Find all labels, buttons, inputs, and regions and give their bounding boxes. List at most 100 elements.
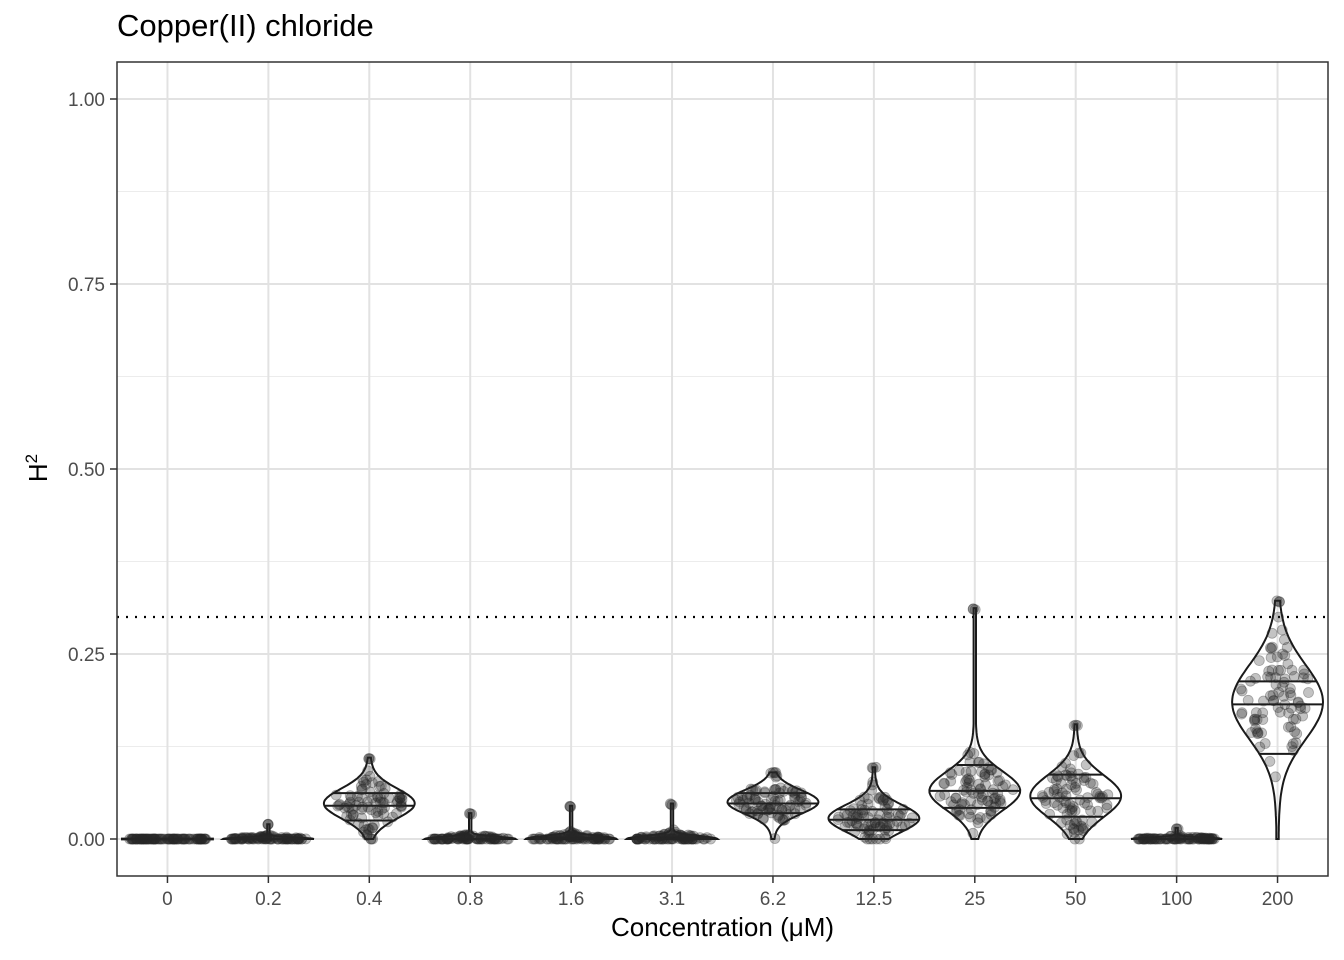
data-point xyxy=(559,833,570,845)
data-point xyxy=(1077,823,1089,835)
data-point xyxy=(1164,830,1176,842)
data-point xyxy=(467,830,479,842)
data-point xyxy=(260,833,272,845)
data-point xyxy=(252,832,264,844)
data-point xyxy=(366,822,378,834)
data-point xyxy=(256,832,268,843)
data-point xyxy=(938,777,950,789)
data-point xyxy=(1146,833,1157,845)
data-point xyxy=(875,791,887,803)
data-point xyxy=(774,794,786,806)
data-point xyxy=(734,796,745,808)
data-point xyxy=(677,833,689,845)
data-point xyxy=(353,796,365,808)
data-point xyxy=(556,833,568,845)
data-point xyxy=(686,833,698,845)
data-point xyxy=(147,833,159,845)
data-point xyxy=(851,811,862,823)
data-point xyxy=(254,831,266,843)
data-point xyxy=(1073,824,1085,836)
data-point xyxy=(497,832,509,844)
data-point xyxy=(370,807,382,819)
data-point xyxy=(1056,761,1068,773)
data-point xyxy=(859,804,870,816)
data-point xyxy=(243,833,255,845)
data-point xyxy=(564,801,576,812)
x-tick-label: 50 xyxy=(1065,889,1086,910)
data-point xyxy=(568,831,580,842)
data-point xyxy=(343,802,355,813)
x-axis: 0 0.2 0.4 0.8 1.6 3.1 6.2 12.5 25 50 100 200 xyxy=(162,876,1293,910)
data-point xyxy=(976,794,988,806)
data-point xyxy=(1277,648,1289,660)
data-point xyxy=(1082,792,1093,803)
data-point xyxy=(884,818,896,830)
data-point xyxy=(1290,713,1302,725)
data-point xyxy=(236,833,248,845)
data-point xyxy=(547,832,558,844)
data-point xyxy=(795,792,807,803)
data-point xyxy=(1069,833,1081,845)
data-point xyxy=(156,833,168,845)
data-point xyxy=(168,833,180,845)
data-point xyxy=(193,833,205,845)
x-tick-label: 200 xyxy=(1262,889,1294,910)
data-point xyxy=(636,831,647,843)
data-point xyxy=(502,833,514,845)
data-point xyxy=(665,833,677,845)
data-point xyxy=(1065,767,1077,779)
data-point xyxy=(1165,831,1177,842)
data-point xyxy=(1193,833,1205,845)
data-point xyxy=(300,833,312,845)
data-point xyxy=(442,833,454,845)
data-point xyxy=(268,831,280,843)
data-point xyxy=(565,831,576,843)
data-point xyxy=(287,833,299,845)
data-point xyxy=(561,833,572,845)
data-point xyxy=(1149,833,1161,845)
data-point xyxy=(846,815,858,827)
data-point xyxy=(582,833,593,845)
data-point xyxy=(658,828,670,840)
data-point xyxy=(699,833,710,845)
data-point xyxy=(292,833,304,845)
data-point xyxy=(639,833,651,845)
data-point xyxy=(457,833,469,845)
data-point xyxy=(972,814,984,825)
data-point xyxy=(1052,771,1064,783)
data-point xyxy=(761,804,773,816)
data-point xyxy=(883,807,895,819)
data-point xyxy=(378,788,390,799)
data-point xyxy=(983,769,995,781)
data-point xyxy=(360,779,372,790)
data-point xyxy=(850,808,861,820)
data-point xyxy=(903,817,915,829)
data-point xyxy=(565,801,577,813)
data-point xyxy=(528,833,540,845)
data-point xyxy=(800,797,812,809)
data-point xyxy=(451,833,463,844)
data-point xyxy=(1288,713,1299,725)
data-point xyxy=(178,833,190,845)
data-point xyxy=(565,825,576,837)
data-point xyxy=(390,808,402,819)
data-point xyxy=(378,808,390,820)
data-point xyxy=(356,792,368,804)
data-point xyxy=(191,833,203,845)
data-point xyxy=(848,803,860,815)
data-point xyxy=(535,833,546,845)
data-point xyxy=(370,797,382,809)
data-point xyxy=(592,832,604,843)
data-point xyxy=(1071,816,1083,828)
data-point xyxy=(1069,805,1081,817)
data-point xyxy=(486,831,498,843)
data-point xyxy=(881,822,892,834)
data-point xyxy=(272,833,284,845)
data-point xyxy=(1195,833,1207,844)
data-point xyxy=(396,790,408,802)
data-point xyxy=(1303,687,1314,698)
data-point xyxy=(1068,823,1080,835)
data-point xyxy=(973,778,984,790)
data-point xyxy=(1268,695,1279,707)
data-point xyxy=(1285,683,1296,694)
